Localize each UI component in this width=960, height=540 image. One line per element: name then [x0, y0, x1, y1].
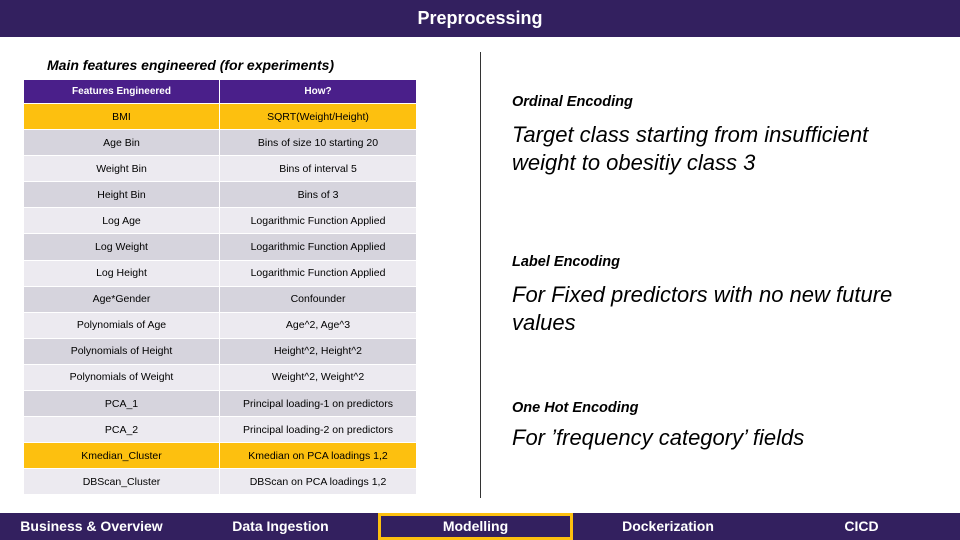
bottom-nav: Business & Overview Data Ingestion Model…: [0, 513, 960, 540]
how-cell: Confounder: [220, 286, 417, 312]
feature-cell: Weight Bin: [24, 156, 220, 182]
feature-cell: Age*Gender: [24, 286, 220, 312]
how-cell: SQRT(Weight/Height): [220, 104, 417, 130]
vertical-divider: [480, 52, 481, 498]
how-cell: Age^2, Age^3: [220, 312, 417, 338]
feature-cell: Polynomials of Age: [24, 312, 220, 338]
nav-item-business-overview[interactable]: Business & Overview: [0, 513, 183, 540]
how-cell: Logarithmic Function Applied: [220, 260, 417, 286]
table-row: Log Age Logarithmic Function Applied: [24, 208, 417, 234]
feature-cell: Age Bin: [24, 130, 220, 156]
column-header-features: Features Engineered: [24, 80, 220, 104]
feature-cell: Kmedian_Cluster: [24, 443, 220, 469]
table-row: Polynomials of Age Age^2, Age^3: [24, 312, 417, 338]
page-header: Preprocessing: [0, 0, 960, 37]
nav-item-dockerization[interactable]: Dockerization: [573, 513, 763, 540]
feature-cell: PCA_1: [24, 391, 220, 417]
table-row: Height Bin Bins of 3: [24, 182, 417, 208]
table-title: Main features engineered (for experiment…: [47, 57, 334, 73]
one-hot-encoding-title: One Hot Encoding: [512, 400, 638, 416]
table-row: PCA_2 Principal loading-2 on predictors: [24, 417, 417, 443]
how-cell: Principal loading-1 on predictors: [220, 391, 417, 417]
feature-cell: Log Age: [24, 208, 220, 234]
table-row: Kmedian_Cluster Kmedian on PCA loadings 1…: [24, 443, 417, 469]
table-row: Weight Bin Bins of interval 5: [24, 156, 417, 182]
feature-cell: DBScan_Cluster: [24, 469, 220, 495]
ordinal-encoding-title: Ordinal Encoding: [512, 94, 633, 110]
table-header-row: Features Engineered How?: [24, 80, 417, 104]
how-cell: Bins of interval 5: [220, 156, 417, 182]
table-row: Log Weight Logarithmic Function Applied: [24, 234, 417, 260]
table-row: PCA_1 Principal loading-1 on predictors: [24, 391, 417, 417]
nav-item-cicd[interactable]: CICD: [763, 513, 960, 540]
how-cell: Logarithmic Function Applied: [220, 234, 417, 260]
table-body: BMI SQRT(Weight/Height) Age Bin Bins of siz…: [24, 104, 417, 495]
table-row: Polynomials of Height Height^2, Height^2: [24, 338, 417, 364]
one-hot-encoding-description: For ’frequency category’ fields: [512, 424, 932, 452]
table-row: DBScan_Cluster DBScan on PCA loadings 1,2: [24, 469, 417, 495]
table-row: Log Height Logarithmic Function Applied: [24, 260, 417, 286]
how-cell: Logarithmic Function Applied: [220, 208, 417, 234]
nav-item-modelling[interactable]: Modelling: [378, 513, 573, 540]
how-cell: DBScan on PCA loadings 1,2: [220, 469, 417, 495]
feature-cell: Polynomials of Height: [24, 338, 220, 364]
table-row: Age Bin Bins of size 10 starting 20: [24, 130, 417, 156]
features-table: Features Engineered How? BMI SQRT(Weight/…: [23, 79, 417, 495]
how-cell: Bins of size 10 starting 20: [220, 130, 417, 156]
column-header-how: How?: [220, 80, 417, 104]
feature-cell: Polynomials of Weight: [24, 364, 220, 390]
feature-cell: PCA_2: [24, 417, 220, 443]
feature-cell: Log Height: [24, 260, 220, 286]
page-title: Preprocessing: [417, 8, 542, 28]
how-cell: Weight^2, Weight^2: [220, 364, 417, 390]
ordinal-encoding-description: Target class starting from insufficient …: [512, 121, 932, 177]
how-cell: Principal loading-2 on predictors: [220, 417, 417, 443]
nav-item-data-ingestion[interactable]: Data Ingestion: [183, 513, 378, 540]
table-row: BMI SQRT(Weight/Height): [24, 104, 417, 130]
feature-cell: Height Bin: [24, 182, 220, 208]
feature-cell: BMI: [24, 104, 220, 130]
table-row: Age*Gender Confounder: [24, 286, 417, 312]
how-cell: Bins of 3: [220, 182, 417, 208]
how-cell: Kmedian on PCA loadings 1,2: [220, 443, 417, 469]
label-encoding-description: For Fixed predictors with no new future …: [512, 281, 932, 337]
feature-cell: Log Weight: [24, 234, 220, 260]
how-cell: Height^2, Height^2: [220, 338, 417, 364]
table-row: Polynomials of Weight Weight^2, Weight^2: [24, 364, 417, 390]
label-encoding-title: Label Encoding: [512, 254, 620, 270]
